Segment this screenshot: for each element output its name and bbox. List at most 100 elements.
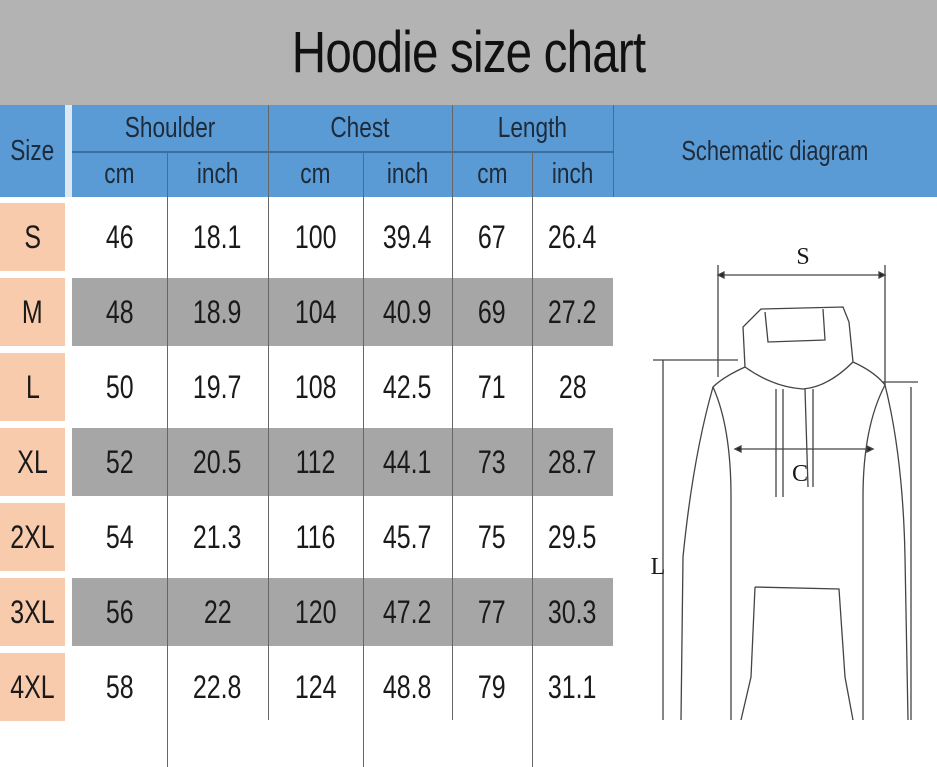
- group-header: Chest: [268, 105, 452, 152]
- table-cell-text: 77: [478, 593, 506, 630]
- table-cell-text: 27.2: [548, 293, 597, 330]
- schematic-header: Schematic diagram: [613, 105, 937, 197]
- size-cell: M: [0, 278, 65, 346]
- table-cell: 67: [452, 203, 532, 271]
- unit-header: cm: [72, 152, 167, 197]
- table-cell-text: 29.5: [548, 518, 597, 555]
- size-cell-text: M: [22, 293, 43, 330]
- table-cell-text: 124: [294, 668, 337, 705]
- table-cell: 54: [72, 503, 167, 571]
- unit-header-text: inch: [386, 158, 429, 190]
- unit-header: inch: [532, 152, 613, 197]
- table-cell-text: 28.7: [548, 443, 597, 480]
- group-header-text: Length: [497, 112, 568, 144]
- table-cell-text: 58: [105, 668, 134, 705]
- table-cell: 44.1: [363, 428, 452, 496]
- unit-header: cm: [452, 152, 532, 197]
- unit-header-text: inch: [196, 158, 239, 190]
- table-cell: 39.4: [363, 203, 452, 271]
- table-cell-text: 79: [478, 668, 506, 705]
- table-cell: 45.7: [363, 503, 452, 571]
- table-cell-text: 48: [105, 293, 134, 330]
- table-cell: 18.9: [167, 278, 268, 346]
- column-divider: [363, 152, 364, 767]
- table-cell: 21.3: [167, 503, 268, 571]
- table-cell-text: 56: [105, 593, 134, 630]
- unit-header: inch: [167, 152, 268, 197]
- table-cell: 108: [268, 353, 363, 421]
- size-header-text: Size: [10, 134, 55, 167]
- table-cell-text: 104: [294, 293, 337, 330]
- table-cell-text: 112: [295, 443, 336, 480]
- table-cell: 71: [452, 353, 532, 421]
- divider: [65, 105, 72, 197]
- size-cell: 4XL: [0, 653, 65, 721]
- table-cell-text: 21.3: [193, 518, 242, 555]
- table-cell-text: 45.7: [383, 518, 432, 555]
- table-cell: 29.5: [532, 503, 613, 571]
- table-cell: 42.5: [363, 353, 452, 421]
- unit-header-text: cm: [300, 158, 331, 190]
- size-cell-text: 3XL: [10, 593, 55, 630]
- table-cell: 112: [268, 428, 363, 496]
- table-cell: 124: [268, 653, 363, 721]
- table-cell-text: 46: [105, 218, 134, 255]
- table-cell: 27.2: [532, 278, 613, 346]
- table-cell: 22.8: [167, 653, 268, 721]
- table-cell-text: 69: [478, 293, 506, 330]
- table-cell: 31.1: [532, 653, 613, 721]
- table-cell: 40.9: [363, 278, 452, 346]
- table-cell: 22: [167, 578, 268, 646]
- size-cell: 3XL: [0, 578, 65, 646]
- unit-header: cm: [268, 152, 363, 197]
- table-cell: 50: [72, 353, 167, 421]
- table-cell: 47.2: [363, 578, 452, 646]
- table-cell: 75: [452, 503, 532, 571]
- table-cell-text: 120: [294, 593, 337, 630]
- table-cell-text: 116: [295, 518, 336, 555]
- table-cell: 100: [268, 203, 363, 271]
- size-header: Size: [0, 105, 65, 197]
- table-cell: 30.3: [532, 578, 613, 646]
- chest-label: C: [791, 460, 808, 487]
- length-label: L: [650, 553, 666, 580]
- size-cell-text: XL: [17, 443, 48, 480]
- table-cell: 28.7: [532, 428, 613, 496]
- table-cell-text: 20.5: [193, 443, 242, 480]
- table-cell: 77: [452, 578, 532, 646]
- table-cell-text: 67: [478, 218, 506, 255]
- table-cell: 73: [452, 428, 532, 496]
- table-cell: 52: [72, 428, 167, 496]
- schematic-diagram: S C L: [613, 197, 937, 721]
- table-cell-text: 31.1: [548, 668, 597, 705]
- table-cell: 20.5: [167, 428, 268, 496]
- table-cell-text: 18.1: [193, 218, 242, 255]
- table-cell: 69: [452, 278, 532, 346]
- column-divider: [532, 152, 533, 767]
- size-cell-text: 2XL: [10, 518, 55, 555]
- table-cell-text: 52: [105, 443, 134, 480]
- table-cell-text: 30.3: [548, 593, 597, 630]
- table-cell-text: 44.1: [383, 443, 432, 480]
- table-cell: 48: [72, 278, 167, 346]
- table-cell-text: 42.5: [383, 368, 432, 405]
- table-cell-text: 26.4: [548, 218, 597, 255]
- table-cell-text: 39.4: [383, 218, 432, 255]
- table-cell-text: 19.7: [193, 368, 242, 405]
- table-cell-text: 100: [294, 218, 337, 255]
- table-cell-text: 108: [294, 368, 337, 405]
- group-header-text: Chest: [330, 112, 390, 144]
- table-cell: 104: [268, 278, 363, 346]
- table-cell: 48.8: [363, 653, 452, 721]
- table-cell: 19.7: [167, 353, 268, 421]
- table-cell-text: 75: [478, 518, 506, 555]
- table-cell-text: 18.9: [193, 293, 242, 330]
- shoulder-label: S: [796, 243, 810, 270]
- table-cell: 58: [72, 653, 167, 721]
- table-cell: 28: [532, 353, 613, 421]
- unit-header-text: inch: [551, 158, 594, 190]
- table-cell: 56: [72, 578, 167, 646]
- size-cell: S: [0, 203, 65, 271]
- chart-title: Hoodie size chart: [0, 0, 937, 105]
- group-header: Length: [452, 105, 613, 152]
